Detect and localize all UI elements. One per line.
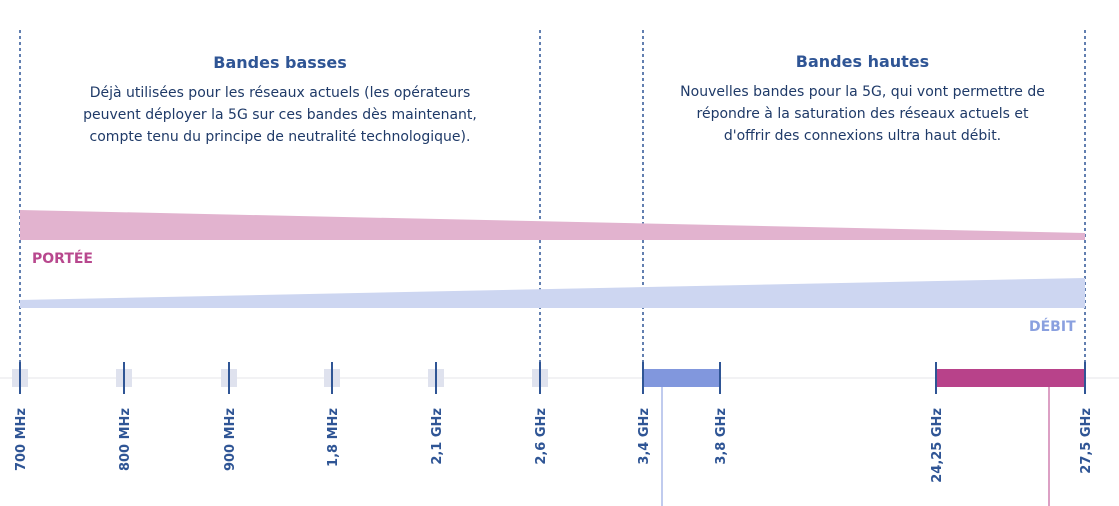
range-wedge xyxy=(20,210,1085,240)
low-bands-description: Déjà utilisées pour les réseaux actuels … xyxy=(70,82,490,148)
low-bands-line: compte tenu du principe de neutralité te… xyxy=(89,129,471,145)
frequency-label: 900 MHz xyxy=(223,408,238,471)
range-label: PORTÉE xyxy=(32,251,93,267)
frequency-label: 24,25 GHz xyxy=(930,408,945,483)
frequency-label: 3,4 GHz xyxy=(637,408,652,465)
frequency-label: 27,5 GHz xyxy=(1079,408,1094,474)
frequency-label: 800 MHz xyxy=(118,408,133,471)
high-bands-line: d'offrir des connexions ultra haut débit… xyxy=(723,128,1002,144)
high-bands-title: Bandes hautes xyxy=(795,52,930,71)
high-bands-section: Bandes hautes Nouvelles bandes pour la 5… xyxy=(660,52,1065,147)
frequency-label: 2,6 GHz xyxy=(534,408,549,465)
low-bands-title: Bandes basses xyxy=(213,53,347,72)
low-bands-line: peuvent déployer la 5G sur ces bandes dè… xyxy=(83,107,477,123)
band-3-4-3-8-ghz xyxy=(643,369,720,387)
low-bands-line: Déjà utilisées pour les réseaux actuels … xyxy=(89,85,471,101)
frequency-label: 700 MHz xyxy=(14,408,29,471)
high-bands-description: Nouvelles bandes pour la 5G, qui vont pe… xyxy=(660,81,1065,147)
high-bands-line: répondre à la saturation des réseaux act… xyxy=(696,106,1029,122)
frequency-label: 1,8 MHz xyxy=(326,408,341,467)
throughput-wedge xyxy=(20,278,1085,308)
low-bands-section: Bandes basses Déjà utilisées pour les ré… xyxy=(70,53,490,148)
frequency-label: 3,8 GHz xyxy=(714,408,729,465)
frequency-label: 2,1 GHz xyxy=(430,408,445,465)
band-24-27-ghz xyxy=(936,369,1085,387)
throughput-label: DÉBIT xyxy=(1029,319,1076,335)
high-bands-line: Nouvelles bandes pour la 5G, qui vont pe… xyxy=(680,84,1045,100)
